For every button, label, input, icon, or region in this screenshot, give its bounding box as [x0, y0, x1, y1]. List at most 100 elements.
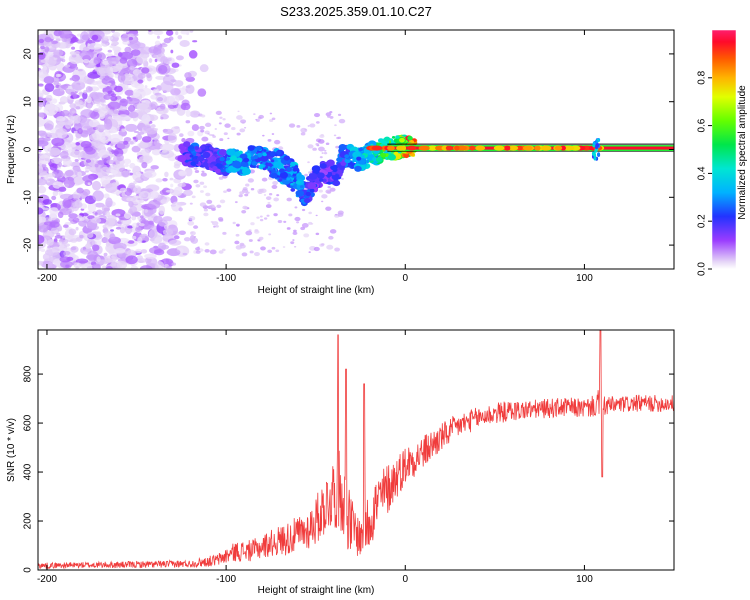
spectrogram-noise-blob	[93, 56, 101, 65]
spectrogram-noise-blob	[227, 137, 230, 140]
spectrogram-noise-blob	[156, 106, 169, 115]
spectrogram-noise-blob	[78, 219, 89, 227]
spectrogram-noise-blob	[206, 199, 213, 204]
spectrogram-noise-blob	[257, 239, 261, 242]
spectrogram-noise-blob	[44, 46, 50, 53]
spectrogram-noise-blob	[38, 51, 46, 60]
spectrogram-noise-blob	[321, 194, 328, 199]
spectrogram-noise-blob	[268, 233, 272, 236]
spectrogram-noise-blob	[38, 185, 47, 194]
spectrogram-noise-blob	[144, 209, 148, 213]
spectrogram-noise-blob	[90, 111, 100, 120]
figure-title: S233.2025.359.01.10.C27	[280, 4, 432, 19]
spectrogram-x-tick-label: -100	[216, 273, 236, 284]
tone-band-blob	[515, 145, 523, 151]
spectrogram-noise-blob	[325, 206, 332, 211]
spectrogram-noise-blob	[49, 221, 60, 228]
spectrogram-noise-blob	[140, 103, 152, 114]
spectrogram-track-blob	[407, 135, 413, 141]
spectrogram-noise-blob	[96, 231, 102, 236]
spectrogram-noise-blob	[171, 262, 177, 266]
spectrogram-noise-blob	[265, 204, 272, 209]
spectrogram-noise-blob	[193, 236, 197, 238]
spectrogram-noise-blob	[265, 196, 272, 201]
spectrogram-noise-blob	[170, 87, 181, 96]
spectrogram-track-blob	[263, 149, 267, 152]
colorbar-tick-label: 0.6	[697, 118, 708, 132]
spectrogram-noise-blob	[59, 96, 69, 104]
snr-y-tick-label: 200	[23, 512, 34, 529]
spectrogram-noise-blob	[286, 227, 291, 230]
spectrogram-noise-blob	[111, 182, 120, 187]
spectrogram-noise-blob	[315, 121, 320, 124]
spectrogram-noise-blob	[85, 159, 92, 163]
spectrogram-track-blob	[319, 178, 324, 182]
spectrogram-track-blob	[384, 136, 391, 142]
colorbar-label: Normalized spectral amplitude	[737, 85, 748, 220]
spectrogram-track-blob	[262, 152, 268, 157]
spectrogram-noise-blob	[204, 242, 210, 246]
spectrogram-noise-blob	[71, 110, 76, 114]
spectrogram-noise-blob	[336, 136, 340, 140]
spectrogram-noise-blob	[223, 190, 227, 194]
spectrogram-noise-blob	[200, 172, 207, 177]
spectrogram-noise-blob	[141, 136, 152, 143]
spectrogram-track-blob	[271, 169, 276, 174]
spectrogram-noise-blob	[209, 249, 217, 255]
spectrogram-noise-blob	[58, 226, 63, 232]
spectrogram-noise-blob	[169, 177, 174, 181]
spectrogram-track-blob	[268, 167, 273, 171]
spectrogram-track-blob	[276, 151, 282, 156]
spectrogram-noise-blob	[131, 145, 141, 153]
spectrogram-noise-blob	[64, 243, 71, 247]
spectrogram-noise-blob	[107, 58, 119, 66]
spectrogram-noise-blob	[312, 147, 317, 151]
spectrogram-track-blob	[214, 168, 221, 174]
spectrogram-noise-blob	[182, 252, 188, 256]
spectrogram-noise-blob	[57, 211, 64, 219]
spectrogram-noise-blob	[170, 83, 176, 86]
spectrogram-noise-blob	[260, 246, 266, 251]
spectrogram-noise-blob	[91, 139, 101, 147]
spectrogram-x-tick-label: 0	[402, 273, 408, 284]
spectrogram-noise-blob	[85, 86, 93, 93]
spectrogram-noise-blob	[259, 218, 264, 222]
spectrogram-track-blob	[391, 136, 396, 139]
spectrogram-noise-blob	[261, 177, 268, 182]
spectrogram-track-blob	[264, 166, 269, 169]
spectrogram-noise-blob	[80, 140, 92, 148]
spectrogram-noise-blob	[338, 118, 346, 124]
spectrogram-noise-blob	[131, 235, 137, 240]
spectrogram-noise-blob	[64, 221, 72, 226]
spectrogram-noise-blob	[300, 132, 306, 136]
tone-band-blob	[456, 145, 467, 151]
spectrogram-noise-blob	[321, 200, 324, 203]
spectrogram-noise-blob	[194, 169, 200, 174]
spectrogram-noise-blob	[127, 240, 135, 244]
spectrogram-noise-blob	[326, 244, 334, 250]
spectrogram-noise-blob	[221, 248, 226, 252]
spectrogram-noise-blob	[211, 221, 219, 226]
spectrogram-noise-blob	[301, 223, 309, 228]
spectrogram-noise-blob	[94, 212, 98, 216]
spectrogram-noise-blob	[327, 115, 331, 118]
spectrogram-noise-blob	[211, 134, 215, 137]
spectrogram-noise-blob	[76, 187, 84, 194]
spectrogram-noise-blob	[86, 210, 93, 215]
spectrogram-noise-blob	[113, 174, 119, 177]
spectrogram-noise-blob	[239, 191, 244, 195]
spectrogram-noise-blob	[100, 176, 111, 185]
spectrogram-track-blob	[354, 165, 362, 172]
spectrogram-noise-blob	[174, 80, 184, 87]
spectrogram-noise-blob	[191, 195, 196, 199]
spectrogram-noise-blob	[92, 263, 101, 269]
spectrogram-track-blob	[387, 153, 396, 161]
spectrogram-track-blob	[290, 185, 294, 189]
spectrogram-noise-blob	[144, 85, 148, 89]
spectrogram-noise-blob	[140, 249, 148, 254]
spectrogram-noise-blob	[189, 30, 194, 33]
spectrogram-noise-blob	[235, 245, 243, 250]
spectrogram-noise-blob	[110, 73, 114, 78]
spectrogram-track-blob	[218, 149, 228, 156]
spectrogram-noise-blob	[304, 173, 308, 177]
